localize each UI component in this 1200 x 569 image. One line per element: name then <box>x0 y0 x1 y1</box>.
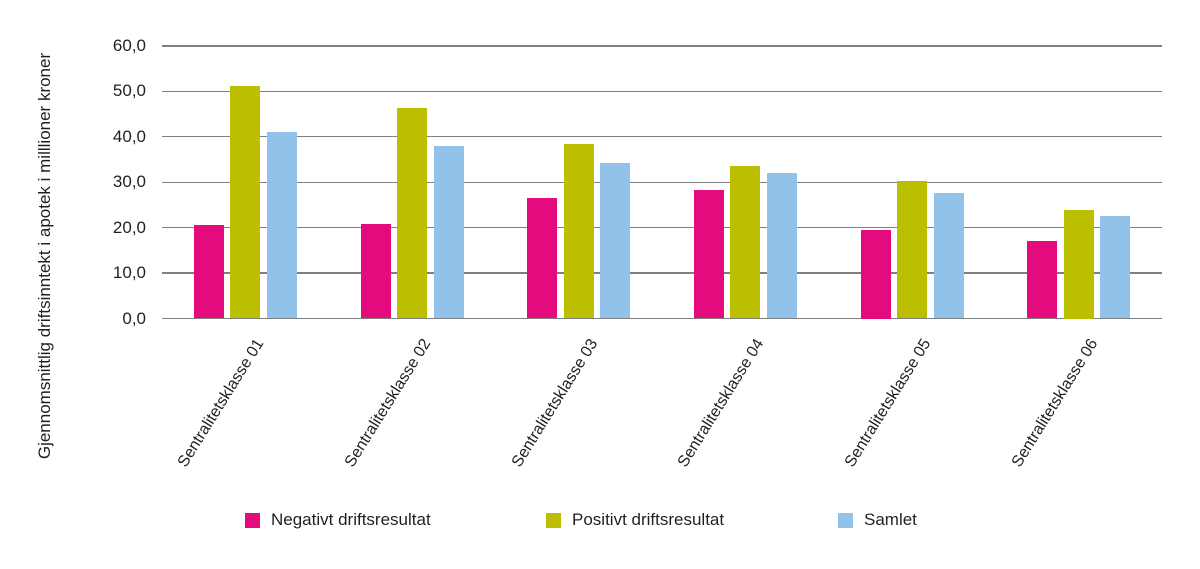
bar <box>860 229 891 319</box>
bar <box>600 163 631 319</box>
legend-item: Samlet <box>838 509 917 531</box>
y-tick-label: 30,0 <box>112 172 146 192</box>
legend-item: Positivt driftsresultat <box>546 509 724 531</box>
bar <box>563 144 594 319</box>
bar <box>1063 209 1094 319</box>
bar <box>933 193 964 319</box>
legend-label: Samlet <box>864 510 917 529</box>
gridline <box>162 181 1162 183</box>
bar <box>193 225 224 319</box>
bar <box>230 85 261 319</box>
bar <box>693 189 724 319</box>
y-tick-label: 0,0 <box>122 308 146 328</box>
bar <box>527 198 558 319</box>
gridline <box>162 317 1162 320</box>
bar <box>433 145 464 319</box>
bar <box>397 108 427 319</box>
legend-swatch <box>546 512 561 528</box>
gridline <box>162 45 1162 47</box>
bar <box>1027 241 1058 319</box>
bar <box>730 166 761 319</box>
y-tick-label: 40,0 <box>112 126 146 146</box>
legend-label: Negativt driftsresultat <box>271 510 431 529</box>
y-tick-label: 60,0 <box>112 36 146 55</box>
y-tick-label: 20,0 <box>112 217 146 237</box>
bar <box>360 224 391 319</box>
legend-item: Negativt driftsresultat <box>245 509 431 531</box>
bar <box>766 173 797 319</box>
gridline <box>162 227 1162 229</box>
legend-swatch <box>838 512 853 528</box>
gridline <box>162 272 1162 274</box>
bar <box>897 181 927 319</box>
legend-swatch <box>245 512 260 528</box>
gridline <box>162 90 1162 93</box>
bar <box>1100 215 1131 319</box>
legend-label: Positivt driftsresultat <box>572 510 725 529</box>
gridline <box>162 136 1162 138</box>
legend: Negativt driftsresultat Positivt driftsre… <box>0 509 1200 539</box>
bar <box>266 132 297 319</box>
y-tick-label: 50,0 <box>112 81 146 101</box>
y-tick-label: 10,0 <box>112 263 146 283</box>
